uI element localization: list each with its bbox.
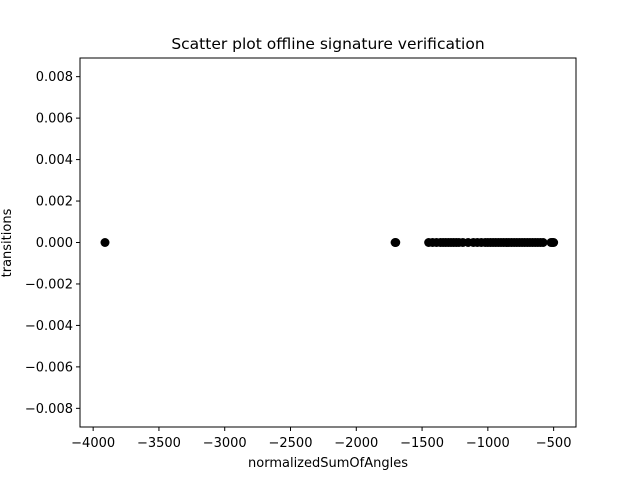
y-axis-label: transitions <box>0 208 15 277</box>
x-axis-ticks: −4000 −3500 −3000 −2500 −2000 −1500 −1000 −500 <box>71 427 571 451</box>
y-tick-label: 0.002 <box>36 195 73 210</box>
x-axis-label: normalizedSumOfAngles <box>248 456 408 471</box>
data-point <box>391 238 401 247</box>
y-tick-label: 0.004 <box>36 153 73 168</box>
x-tick-label: −3500 <box>137 436 181 451</box>
y-tick-label: 0.006 <box>36 112 73 127</box>
x-tick-label: −2000 <box>334 436 378 451</box>
chart-title: Scatter plot offline signature verificat… <box>171 35 484 53</box>
y-tick-label: −0.002 <box>25 277 73 292</box>
x-tick-label: −1500 <box>400 436 444 451</box>
y-tick-label: 0.008 <box>36 70 73 85</box>
x-tick-label: −4000 <box>71 436 115 451</box>
x-tick-label: −500 <box>536 436 572 451</box>
data-points <box>100 238 559 247</box>
y-tick-label: −0.004 <box>25 319 73 334</box>
x-tick-label: −1000 <box>466 436 510 451</box>
y-tick-label: 0.000 <box>36 236 73 251</box>
y-axis-ticks: 0.008 0.006 0.004 0.002 0.000 −0.002 −0.004 −0.… <box>25 70 80 417</box>
y-tick-label: −0.006 <box>25 360 73 375</box>
data-point <box>100 238 110 247</box>
data-point <box>549 238 559 247</box>
data-point <box>538 238 548 247</box>
x-tick-label: −2500 <box>269 436 313 451</box>
x-tick-label: −3000 <box>203 436 247 451</box>
y-tick-label: −0.008 <box>25 402 73 417</box>
